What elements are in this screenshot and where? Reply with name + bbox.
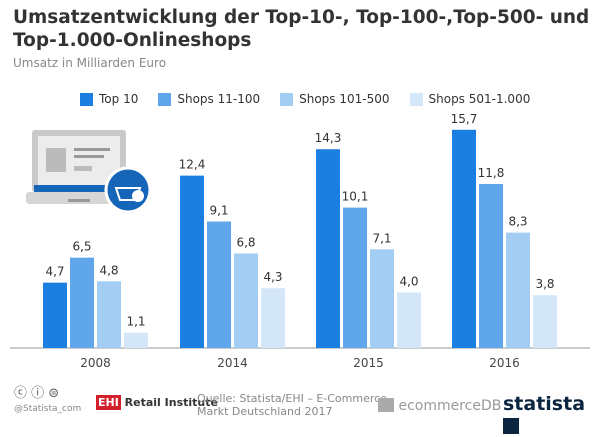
bar	[97, 281, 121, 348]
bar	[397, 292, 421, 348]
legend-swatch	[158, 92, 172, 106]
bar	[70, 257, 94, 348]
bar	[370, 249, 394, 348]
x-tick-label: 2014	[217, 356, 248, 370]
cc-license-icon: ⓒ ⓘ ⊜	[14, 386, 60, 401]
bar	[506, 232, 530, 348]
data-label: 3,8	[535, 277, 554, 291]
chart-area: 4,7 6,5 4,8 1,1 2008 12,4 9,1 6,8 4,3 2014 14,3 10,…	[10, 112, 590, 370]
statista-handle: @Statista_com	[14, 404, 82, 414]
x-tick-label: 2015	[353, 356, 384, 370]
data-label: 11,8	[478, 166, 505, 180]
data-label: 8,3	[508, 215, 527, 229]
data-label: 15,7	[451, 112, 478, 126]
data-label: 14,3	[315, 131, 342, 145]
bar	[124, 332, 148, 348]
bar	[261, 288, 285, 348]
ehi-logo: EHI Retail Institute	[96, 395, 218, 410]
legend-item: Top 10	[80, 92, 138, 106]
legend-swatch	[409, 92, 423, 106]
data-label: 4,0	[399, 274, 418, 288]
legend-item: Shops 101-500	[280, 92, 390, 106]
ecommercedb-logo: ecommerceDB	[378, 398, 501, 414]
chart-title: Umsatzentwicklung der Top-10-, Top-100-,…	[13, 7, 590, 51]
legend-label: Shops 11-100	[177, 92, 261, 106]
bar	[43, 282, 67, 348]
x-tick-label: 2016	[489, 356, 520, 370]
bar	[533, 295, 557, 348]
legend-label: Shops 501-1.000	[428, 92, 531, 106]
data-label: 4,7	[45, 265, 64, 279]
bar	[316, 149, 340, 348]
bar	[452, 129, 476, 348]
source-text: Quelle: Statista/EHI – E-Commerce Markt D…	[197, 392, 387, 418]
legend-swatch	[80, 92, 93, 106]
bar	[234, 253, 258, 348]
bar	[207, 221, 231, 348]
data-label: 6,8	[236, 235, 255, 249]
bar	[479, 183, 503, 348]
legend-item: Shops 501-1.000	[409, 92, 531, 106]
data-label: 6,5	[72, 240, 91, 254]
data-label: 7,1	[372, 231, 391, 245]
laptop-icon	[26, 130, 152, 214]
bar	[343, 207, 367, 348]
data-label: 9,1	[209, 204, 228, 218]
legend-swatch	[280, 92, 294, 106]
data-label: 10,1	[342, 190, 369, 204]
legend: Top 10 Shops 11-100 Shops 101-500 Shops 501…	[80, 92, 530, 106]
data-label: 4,8	[99, 263, 118, 277]
bar	[180, 175, 204, 348]
data-label: 1,1	[126, 315, 145, 329]
statista-logo: statista	[503, 393, 600, 437]
legend-label: Top 10	[99, 92, 139, 106]
legend-item: Shops 11-100	[158, 92, 260, 106]
x-tick-label: 2008	[80, 356, 111, 370]
data-label: 4,3	[263, 270, 282, 284]
data-label: 12,4	[179, 158, 206, 172]
legend-label: Shops 101-500	[299, 92, 390, 106]
chart-subtitle: Umsatz in Milliarden Euro	[13, 56, 167, 70]
